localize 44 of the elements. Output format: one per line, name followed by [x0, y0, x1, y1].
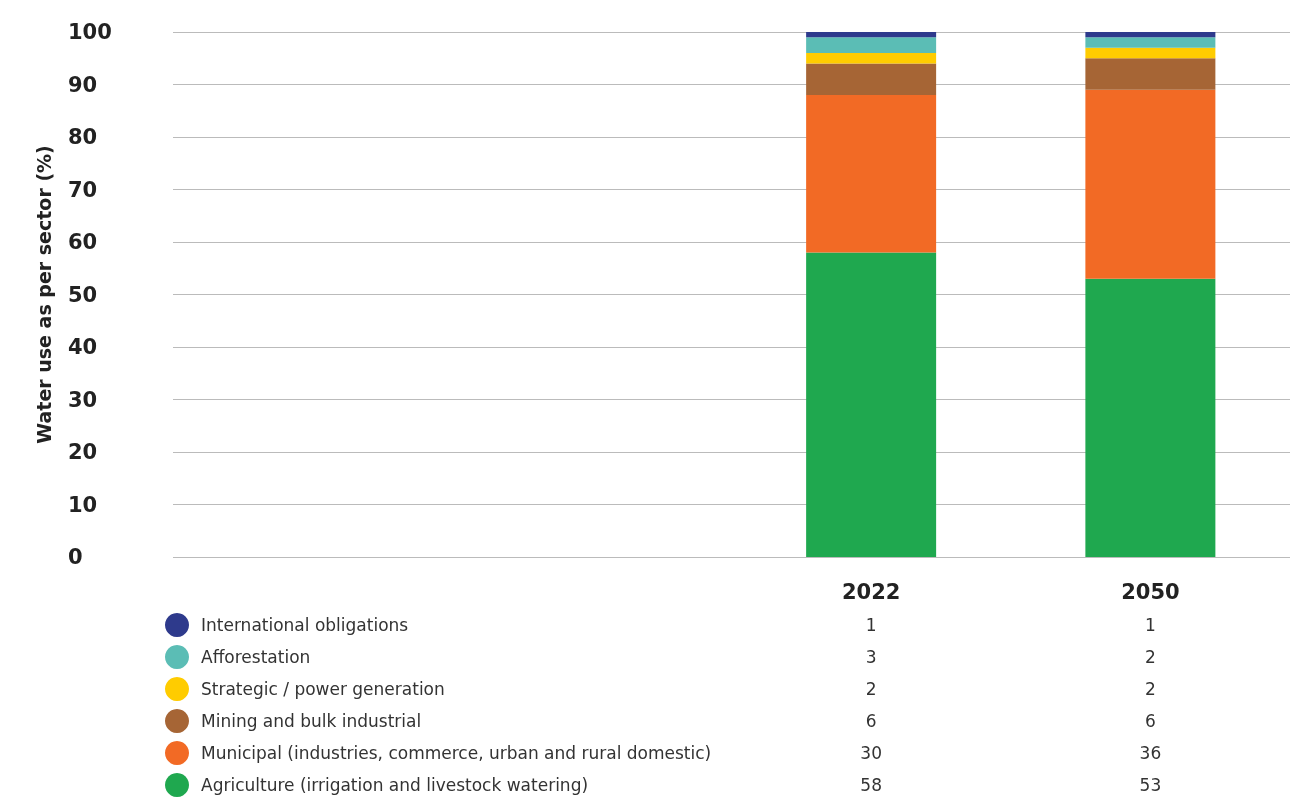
- data-label: 3: [865, 647, 877, 667]
- y-tick-label: 20: [68, 440, 98, 464]
- legend-label: Municipal (industries, commerce, urban and rural domestic): [201, 743, 712, 763]
- bar: [806, 37, 937, 53]
- data-label: 53: [1139, 775, 1162, 795]
- bar: [1085, 47, 1216, 59]
- data-label: 1: [865, 615, 877, 635]
- y-tick-label: 40: [68, 335, 98, 359]
- legend-label: Mining and bulk industrial: [201, 711, 422, 731]
- data-label: 6: [1144, 711, 1156, 731]
- x-tick-label: 2050: [1121, 579, 1180, 604]
- y-tick-label: 100: [68, 20, 112, 44]
- data-label: 2: [1144, 679, 1156, 699]
- legend-label: International obligations: [201, 615, 409, 635]
- y-tick-label: 10: [68, 492, 98, 517]
- bar: [806, 252, 937, 557]
- y-tick-label: 30: [68, 387, 98, 412]
- data-label: 58: [860, 775, 882, 795]
- data-label: 36: [1139, 743, 1162, 763]
- data-label: 1: [1144, 615, 1156, 635]
- bar: [1085, 37, 1216, 48]
- bar: [1085, 89, 1216, 279]
- data-label: 2: [865, 679, 877, 699]
- y-tick-label: 60: [68, 230, 98, 254]
- data-label: 30: [860, 743, 882, 763]
- y-axis-title: Water use as per sector (%): [32, 145, 55, 444]
- y-tick-label: 90: [68, 72, 98, 97]
- bar: [806, 95, 937, 253]
- legend-label: Agriculture (irrigation and livestock watering): [201, 775, 589, 795]
- data-label: 2: [1144, 647, 1156, 667]
- bar: [806, 32, 937, 38]
- y-tick-label: 70: [68, 177, 98, 202]
- bar: [1085, 278, 1216, 557]
- y-tick-label: 80: [68, 125, 98, 149]
- bar: [1085, 58, 1216, 90]
- bar: [1085, 32, 1216, 38]
- bar: [806, 63, 937, 95]
- legend-label: Afforestation: [201, 647, 311, 667]
- data-label: 6: [865, 711, 877, 731]
- legend-label: Strategic / power generation: [201, 679, 445, 699]
- y-tick-label: 50: [68, 282, 98, 307]
- bar: [806, 53, 937, 64]
- y-tick-label: 0: [68, 545, 83, 569]
- x-tick-label: 2022: [841, 579, 901, 604]
